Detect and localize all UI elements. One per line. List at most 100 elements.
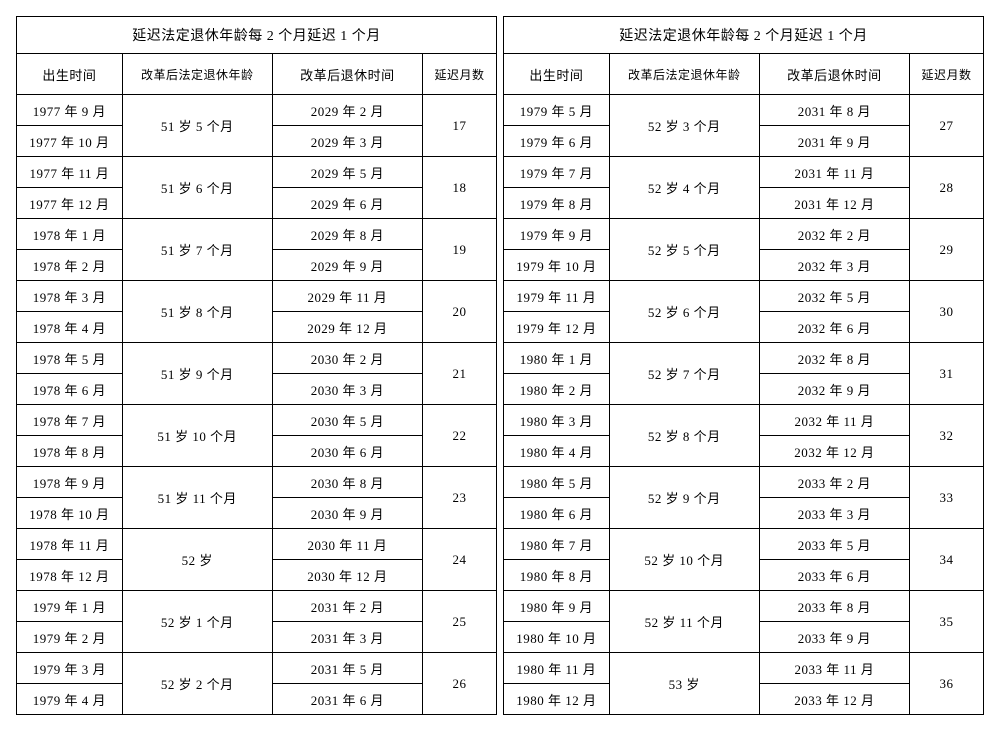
birth-cell: 1977 年 9 月	[17, 95, 123, 126]
birth-cell: 1978 年 8 月	[17, 436, 123, 467]
right-body: 1979 年 5 月52 岁 3 个月2031 年 8 月271979 年 6 …	[504, 95, 984, 715]
time-cell: 2032 年 3 月	[759, 250, 909, 281]
col-time: 改革后退休时间	[272, 54, 422, 95]
birth-cell: 1979 年 3 月	[17, 653, 123, 684]
delay-cell: 19	[422, 219, 496, 281]
col-time: 改革后退休时间	[759, 54, 909, 95]
birth-cell: 1980 年 2 月	[504, 374, 610, 405]
delay-cell: 29	[909, 219, 983, 281]
delay-cell: 28	[909, 157, 983, 219]
age-cell: 52 岁 2 个月	[122, 653, 272, 715]
time-cell: 2032 年 2 月	[759, 219, 909, 250]
age-cell: 51 岁 7 个月	[122, 219, 272, 281]
table-row: 1979 年 5 月52 岁 3 个月2031 年 8 月27	[504, 95, 984, 126]
table-row: 1980 年 9 月52 岁 11 个月2033 年 8 月35	[504, 591, 984, 622]
age-cell: 52 岁 10 个月	[609, 529, 759, 591]
table-row: 1980 年 7 月52 岁 10 个月2033 年 5 月34	[504, 529, 984, 560]
birth-cell: 1980 年 9 月	[504, 591, 610, 622]
age-cell: 52 岁 6 个月	[609, 281, 759, 343]
age-cell: 53 岁	[609, 653, 759, 715]
col-birth: 出生时间	[17, 54, 123, 95]
time-cell: 2033 年 12 月	[759, 684, 909, 715]
birth-cell: 1979 年 6 月	[504, 126, 610, 157]
table-row: 1978 年 7 月51 岁 10 个月2030 年 5 月22	[17, 405, 497, 436]
age-cell: 52 岁	[122, 529, 272, 591]
time-cell: 2031 年 8 月	[759, 95, 909, 126]
table-row: 1980 年 1 月52 岁 7 个月2032 年 8 月31	[504, 343, 984, 374]
table-row: 1978 年 3 月51 岁 8 个月2029 年 11 月20	[17, 281, 497, 312]
table-row: 1978 年 11 月52 岁2030 年 11 月24	[17, 529, 497, 560]
table-row: 1978 年 5 月51 岁 9 个月2030 年 2 月21	[17, 343, 497, 374]
table-title: 延迟法定退休年龄每 2 个月延迟 1 个月	[504, 17, 984, 54]
table-row: 1979 年 1 月52 岁 1 个月2031 年 2 月25	[17, 591, 497, 622]
birth-cell: 1978 年 7 月	[17, 405, 123, 436]
delay-cell: 17	[422, 95, 496, 157]
time-cell: 2030 年 3 月	[272, 374, 422, 405]
birth-cell: 1979 年 7 月	[504, 157, 610, 188]
col-delay: 延迟月数	[909, 54, 983, 95]
table-row: 1979 年 11 月52 岁 6 个月2032 年 5 月30	[504, 281, 984, 312]
time-cell: 2029 年 11 月	[272, 281, 422, 312]
age-cell: 52 岁 5 个月	[609, 219, 759, 281]
time-cell: 2030 年 2 月	[272, 343, 422, 374]
birth-cell: 1978 年 2 月	[17, 250, 123, 281]
time-cell: 2030 年 11 月	[272, 529, 422, 560]
delay-cell: 20	[422, 281, 496, 343]
table-header-row: 出生时间 改革后法定退休年龄 改革后退休时间 延迟月数	[504, 54, 984, 95]
table-row: 1979 年 9 月52 岁 5 个月2032 年 2 月29	[504, 219, 984, 250]
birth-cell: 1980 年 8 月	[504, 560, 610, 591]
time-cell: 2029 年 12 月	[272, 312, 422, 343]
time-cell: 2033 年 11 月	[759, 653, 909, 684]
birth-cell: 1978 年 11 月	[17, 529, 123, 560]
table-row: 1980 年 11 月53 岁2033 年 11 月36	[504, 653, 984, 684]
birth-cell: 1979 年 2 月	[17, 622, 123, 653]
delay-cell: 34	[909, 529, 983, 591]
age-cell: 51 岁 9 个月	[122, 343, 272, 405]
delay-cell: 23	[422, 467, 496, 529]
time-cell: 2032 年 5 月	[759, 281, 909, 312]
table-row: 1978 年 9 月51 岁 11 个月2030 年 8 月23	[17, 467, 497, 498]
time-cell: 2033 年 8 月	[759, 591, 909, 622]
age-cell: 52 岁 3 个月	[609, 95, 759, 157]
birth-cell: 1978 年 9 月	[17, 467, 123, 498]
delay-cell: 36	[909, 653, 983, 715]
delay-cell: 35	[909, 591, 983, 653]
time-cell: 2029 年 3 月	[272, 126, 422, 157]
birth-cell: 1979 年 1 月	[17, 591, 123, 622]
table-row: 1977 年 11 月51 岁 6 个月2029 年 5 月18	[17, 157, 497, 188]
age-cell: 51 岁 8 个月	[122, 281, 272, 343]
age-cell: 51 岁 11 个月	[122, 467, 272, 529]
delay-cell: 33	[909, 467, 983, 529]
table-row: 1979 年 3 月52 岁 2 个月2031 年 5 月26	[17, 653, 497, 684]
birth-cell: 1980 年 11 月	[504, 653, 610, 684]
time-cell: 2031 年 2 月	[272, 591, 422, 622]
delay-cell: 31	[909, 343, 983, 405]
birth-cell: 1978 年 5 月	[17, 343, 123, 374]
birth-cell: 1980 年 5 月	[504, 467, 610, 498]
birth-cell: 1977 年 11 月	[17, 157, 123, 188]
time-cell: 2029 年 2 月	[272, 95, 422, 126]
birth-cell: 1977 年 12 月	[17, 188, 123, 219]
delay-cell: 18	[422, 157, 496, 219]
delay-cell: 27	[909, 95, 983, 157]
left-body: 1977 年 9 月51 岁 5 个月2029 年 2 月171977 年 10…	[17, 95, 497, 715]
birth-cell: 1980 年 6 月	[504, 498, 610, 529]
birth-cell: 1979 年 11 月	[504, 281, 610, 312]
birth-cell: 1978 年 4 月	[17, 312, 123, 343]
time-cell: 2031 年 3 月	[272, 622, 422, 653]
age-cell: 51 岁 5 个月	[122, 95, 272, 157]
age-cell: 52 岁 4 个月	[609, 157, 759, 219]
birth-cell: 1978 年 10 月	[17, 498, 123, 529]
col-birth: 出生时间	[504, 54, 610, 95]
birth-cell: 1980 年 7 月	[504, 529, 610, 560]
birth-cell: 1978 年 1 月	[17, 219, 123, 250]
time-cell: 2031 年 5 月	[272, 653, 422, 684]
birth-cell: 1979 年 4 月	[17, 684, 123, 715]
time-cell: 2033 年 6 月	[759, 560, 909, 591]
birth-cell: 1980 年 4 月	[504, 436, 610, 467]
birth-cell: 1980 年 3 月	[504, 405, 610, 436]
age-cell: 52 岁 1 个月	[122, 591, 272, 653]
table-title-row: 延迟法定退休年龄每 2 个月延迟 1 个月	[504, 17, 984, 54]
table-row: 1978 年 1 月51 岁 7 个月2029 年 8 月19	[17, 219, 497, 250]
delay-cell: 21	[422, 343, 496, 405]
